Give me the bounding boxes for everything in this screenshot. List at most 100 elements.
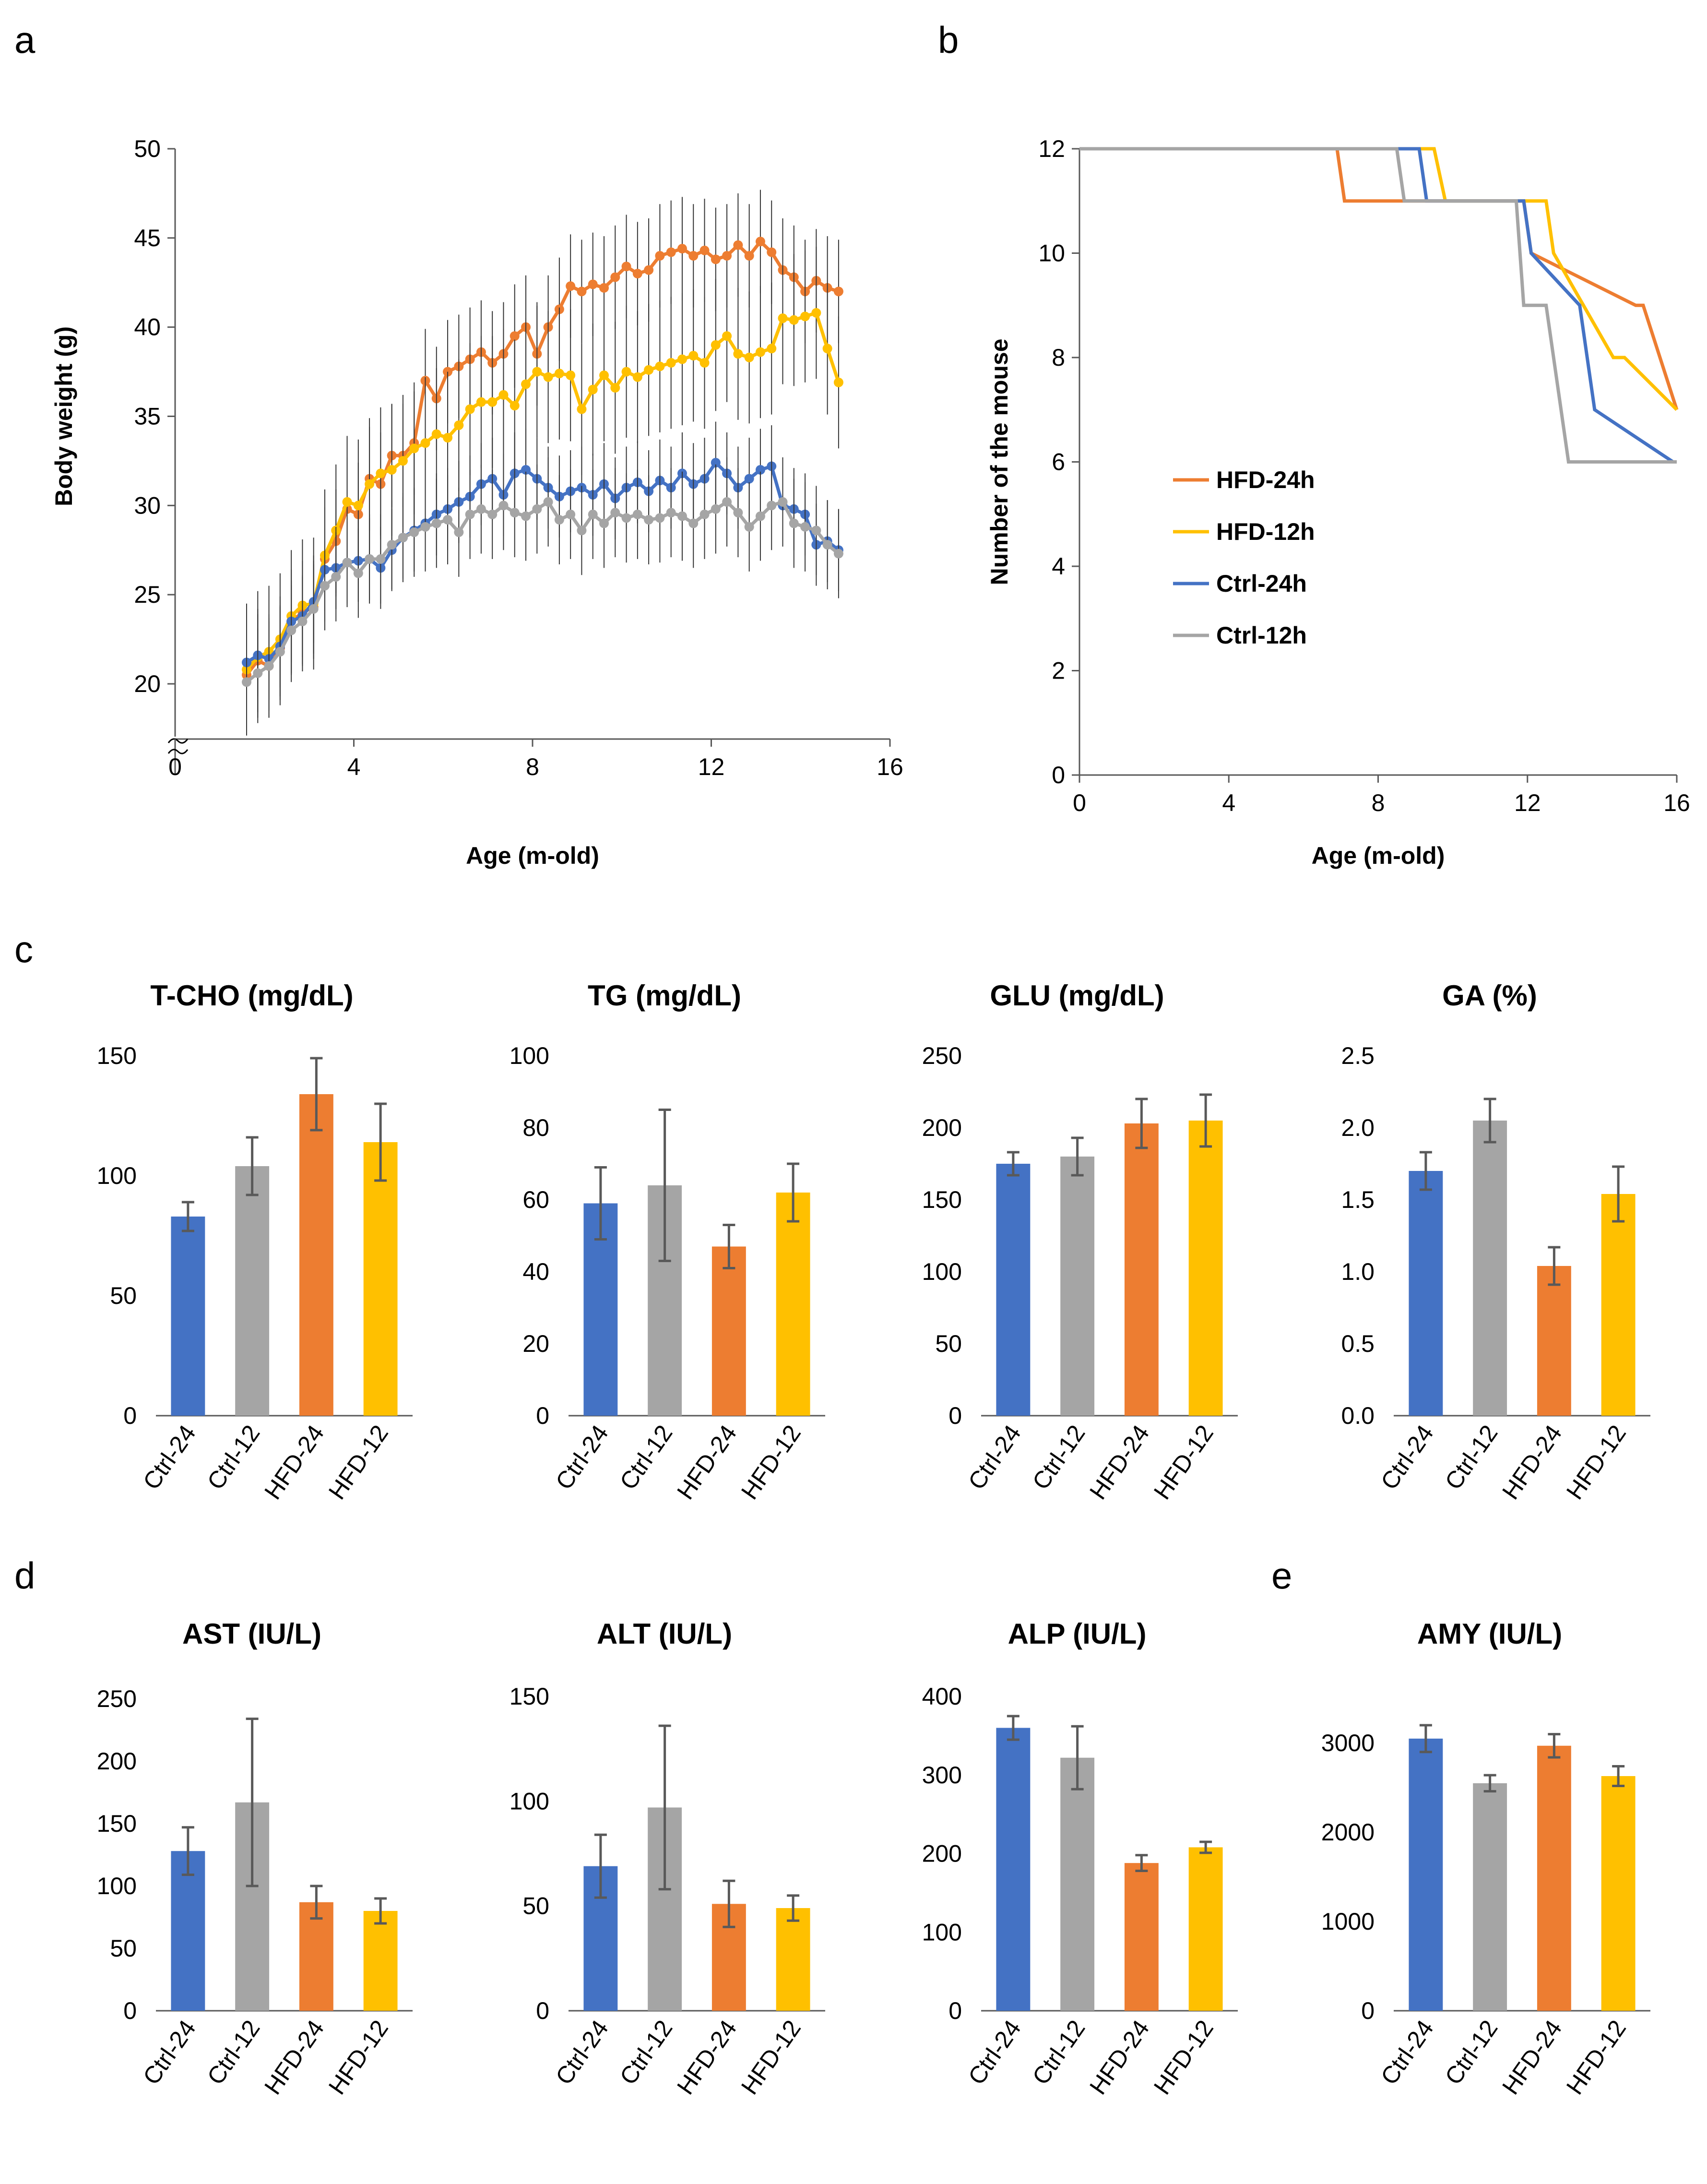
bar-HFD-12 (1188, 1121, 1223, 1416)
y-tick-label: 60 (522, 1186, 549, 1213)
y-tick-label: 80 (522, 1114, 549, 1141)
category-label: HFD-12 (323, 1420, 393, 1504)
category-label: Ctrl-12 (615, 2015, 678, 2089)
data-point (454, 527, 464, 537)
data-point (610, 383, 620, 393)
data-point (320, 581, 330, 591)
y-axis-title: Body weight (g) (50, 326, 77, 506)
data-point (822, 344, 832, 354)
x-tick-label: 12 (1514, 789, 1541, 816)
error-bar-HFD-12 (1199, 1093, 1212, 1148)
y-tick-label: 25 (134, 581, 161, 608)
bar-HFD-12 (363, 1911, 398, 2011)
x-axis-title: Age (m-old) (1312, 842, 1445, 869)
panel-label-d: d (14, 1554, 35, 1597)
y-tick-label: 3000 (1321, 1730, 1375, 1756)
series-line (245, 239, 839, 676)
panel-label-b: b (938, 19, 959, 61)
bar-HFD-12 (776, 1908, 810, 2011)
x-tick-label: 12 (698, 753, 725, 780)
y-axis-title: Number of the mouse (986, 339, 1013, 585)
bar-Ctrl-12 (1473, 1783, 1507, 2011)
data-point (610, 508, 620, 518)
error-bar-HFD-12 (1612, 1765, 1625, 1787)
data-point (655, 513, 665, 523)
category-label: HFD-12 (1561, 2015, 1631, 2099)
y-tick-label: 2 (1052, 657, 1065, 684)
y-tick-label: 6 (1052, 449, 1065, 476)
data-point (431, 518, 441, 528)
data-point (621, 367, 631, 377)
data-point (833, 549, 843, 559)
series-line-HFD-24h (1079, 147, 1679, 410)
data-point (387, 540, 397, 550)
data-point (443, 515, 453, 525)
data-point (755, 465, 765, 475)
chart-body-weight: 20 25 30 35 40 45 50 0 4 8 12 16 Age (m-old) Body wei… (50, 135, 903, 869)
data-point (711, 340, 721, 350)
error-bar-HFD-24 (723, 1224, 735, 1269)
data-point (387, 465, 397, 475)
y-tick-label: 2000 (1321, 1819, 1375, 1846)
x-tick-label: 0 (168, 753, 182, 780)
data-point (833, 286, 843, 297)
data-point (543, 497, 553, 507)
data-point (767, 344, 777, 354)
y-tick-label: 150 (922, 1186, 962, 1213)
category-label: HFD-24 (1497, 1420, 1567, 1504)
error-bar-HFD-24 (1548, 1246, 1561, 1286)
bar-HFD-12 (363, 1142, 398, 1416)
category-label: Ctrl-12 (615, 1420, 678, 1494)
error-bar-Ctrl-24 (1419, 1151, 1432, 1191)
data-point (632, 269, 642, 279)
y-tick-label: 40 (522, 1258, 549, 1285)
y-tick-label: 50 (522, 1893, 549, 1920)
data-point (376, 554, 386, 564)
chart-AMY (IU/L): AMY (IU/L)0100020003000Ctrl-24 Ctrl-12HFD… (1321, 1618, 1650, 2100)
legend-label: Ctrl-12h (1216, 622, 1307, 649)
data-point (811, 525, 821, 536)
bar-HFD-24 (1124, 1123, 1159, 1416)
y-tick-label: 150 (97, 1810, 137, 1837)
category-label: HFD-12 (323, 2015, 393, 2099)
data-point (632, 509, 642, 519)
chart-GA (%): GA (%)0.00.51.01.52.02.5Ctrl-24 Ctrl-12HF… (1341, 979, 1650, 1504)
data-point (342, 497, 352, 507)
data-point (632, 372, 642, 382)
data-point (733, 240, 743, 250)
y-tick-label: 20 (134, 670, 161, 697)
data-point (543, 372, 553, 382)
y-tick-label: 10 (1038, 240, 1065, 267)
data-point (688, 518, 699, 528)
y-tick-label: 0 (123, 1402, 137, 1429)
bar-Ctrl-12 (1060, 1157, 1095, 1416)
bar-Ctrl-12 (235, 1166, 270, 1416)
panel-label-e: e (1271, 1554, 1292, 1597)
chart-ALP (IU/L): ALP (IU/L)0100200300400Ctrl-24 Ctrl-12HFD… (922, 1618, 1238, 2100)
data-point (767, 247, 777, 257)
y-tick-label: 45 (134, 225, 161, 251)
category-label: HFD-24 (672, 2015, 742, 2099)
data-point (822, 540, 832, 550)
bar-Ctrl-12 (1473, 1121, 1507, 1416)
data-point (688, 251, 699, 261)
series-Ctrl-12h (242, 457, 843, 727)
series-line-Ctrl-12h (1079, 147, 1677, 464)
error-bar-HFD-24 (1548, 1733, 1561, 1759)
y-tick-label: 2.0 (1341, 1114, 1375, 1141)
error-bar-HFD-12 (1199, 1840, 1212, 1854)
y-tick-label: 200 (97, 1748, 137, 1775)
chart-title: GA (%) (1442, 979, 1537, 1012)
bar-Ctrl-24 (171, 1217, 205, 1416)
category-label: Ctrl-24 (963, 1420, 1026, 1494)
category-label: Ctrl-12 (1440, 1420, 1503, 1494)
y-tick-label: 0 (123, 1997, 137, 2024)
data-point (498, 390, 509, 400)
data-point (677, 354, 687, 364)
data-point (711, 254, 721, 264)
x-tick-label: 0 (1073, 789, 1086, 816)
error-bar-Ctrl-12 (246, 1718, 259, 1887)
y-tick-label: 1000 (1321, 1908, 1375, 1935)
data-point (398, 456, 408, 466)
